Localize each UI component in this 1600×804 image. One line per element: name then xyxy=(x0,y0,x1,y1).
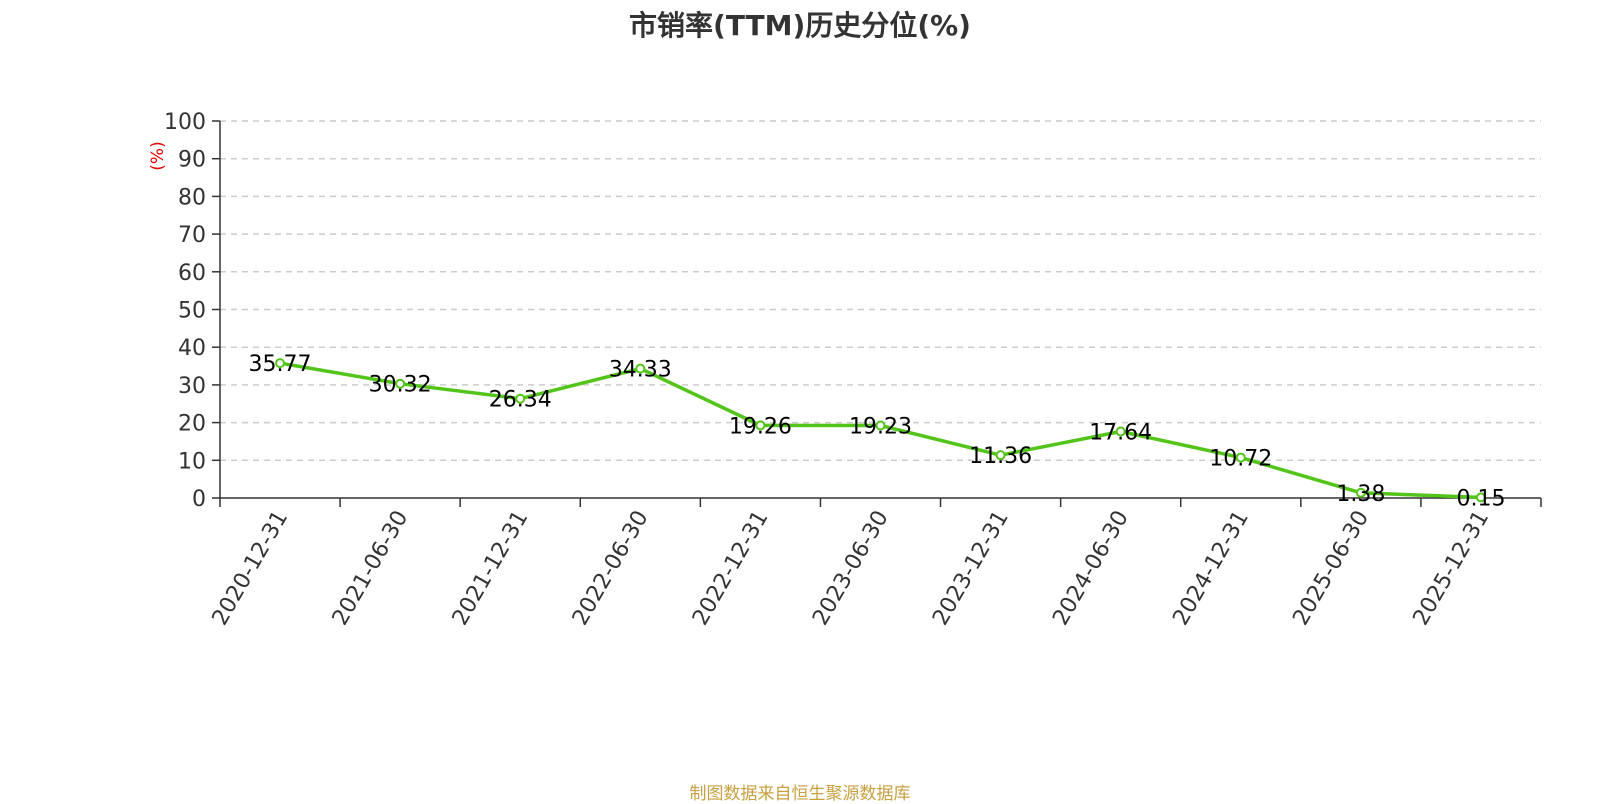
y-tick-label: 90 xyxy=(178,148,206,173)
data-point xyxy=(1115,426,1126,437)
data-point xyxy=(1235,452,1246,463)
y-tick-label: 100 xyxy=(164,110,206,135)
axes: 0 10 20 30 40 50 60 70 80 90 100 (%) 2020-12-31 2021-… xyxy=(148,110,1542,630)
chart-title: 市销率(TTM)历史分位(%) xyxy=(629,9,971,42)
data-label: 17.64 xyxy=(1089,420,1152,445)
data-point xyxy=(995,450,1006,461)
data-point xyxy=(1355,487,1366,498)
x-tick-label: 2020-12-31 xyxy=(208,507,294,630)
y-tick-label: 80 xyxy=(178,185,206,210)
y-tick-label: 20 xyxy=(178,412,206,437)
data-label: 11.36 xyxy=(969,444,1032,469)
data-labels: 35.77 30.32 26.34 34.33 19.26 19.23 11.36 17.64… xyxy=(249,352,1506,511)
data-label: 19.26 xyxy=(729,414,792,439)
data-source-footer: 制图数据来自恒生聚源数据库 xyxy=(689,784,911,804)
data-label: 34.33 xyxy=(609,358,672,383)
y-tick-label: 60 xyxy=(178,261,206,286)
grid-lines xyxy=(220,120,1541,462)
y-tick-label: 0 xyxy=(192,487,206,512)
x-tick-label: 2024-12-31 xyxy=(1168,507,1254,630)
y-tick-label: 70 xyxy=(178,223,206,248)
y-tick-label: 30 xyxy=(178,374,206,399)
x-tick-label: 2022-12-31 xyxy=(688,507,774,630)
data-label: 0.15 xyxy=(1456,486,1505,511)
x-tick-label: 2022-06-30 xyxy=(568,507,654,630)
data-point xyxy=(275,358,286,369)
data-point xyxy=(515,393,526,404)
x-tick-label: 2024-06-30 xyxy=(1048,507,1134,630)
data-label: 30.32 xyxy=(369,373,432,398)
data-point xyxy=(875,420,886,431)
x-tick-label: 2023-06-30 xyxy=(808,507,894,630)
data-points xyxy=(275,358,1486,503)
y-tick-label: 40 xyxy=(178,336,206,361)
y-axis-unit-label: (%) xyxy=(148,141,168,170)
x-tick-label: 2023-12-31 xyxy=(928,507,1014,630)
x-tick-label: 2021-12-31 xyxy=(448,507,534,630)
data-label: 19.23 xyxy=(849,415,912,440)
x-tick-label: 2025-12-31 xyxy=(1409,507,1495,630)
data-point xyxy=(395,378,406,389)
data-point xyxy=(1475,492,1486,503)
y-tick-label: 50 xyxy=(178,299,206,324)
x-tick-label: 2021-06-30 xyxy=(328,507,414,630)
data-point xyxy=(755,420,766,431)
data-label: 10.72 xyxy=(1209,447,1272,472)
data-point xyxy=(635,363,646,374)
x-tick-label: 2025-06-30 xyxy=(1288,507,1374,630)
data-label: 1.38 xyxy=(1336,482,1385,507)
y-tick-label: 10 xyxy=(178,449,206,474)
data-label: 35.77 xyxy=(249,352,312,377)
data-label: 26.34 xyxy=(489,388,552,413)
